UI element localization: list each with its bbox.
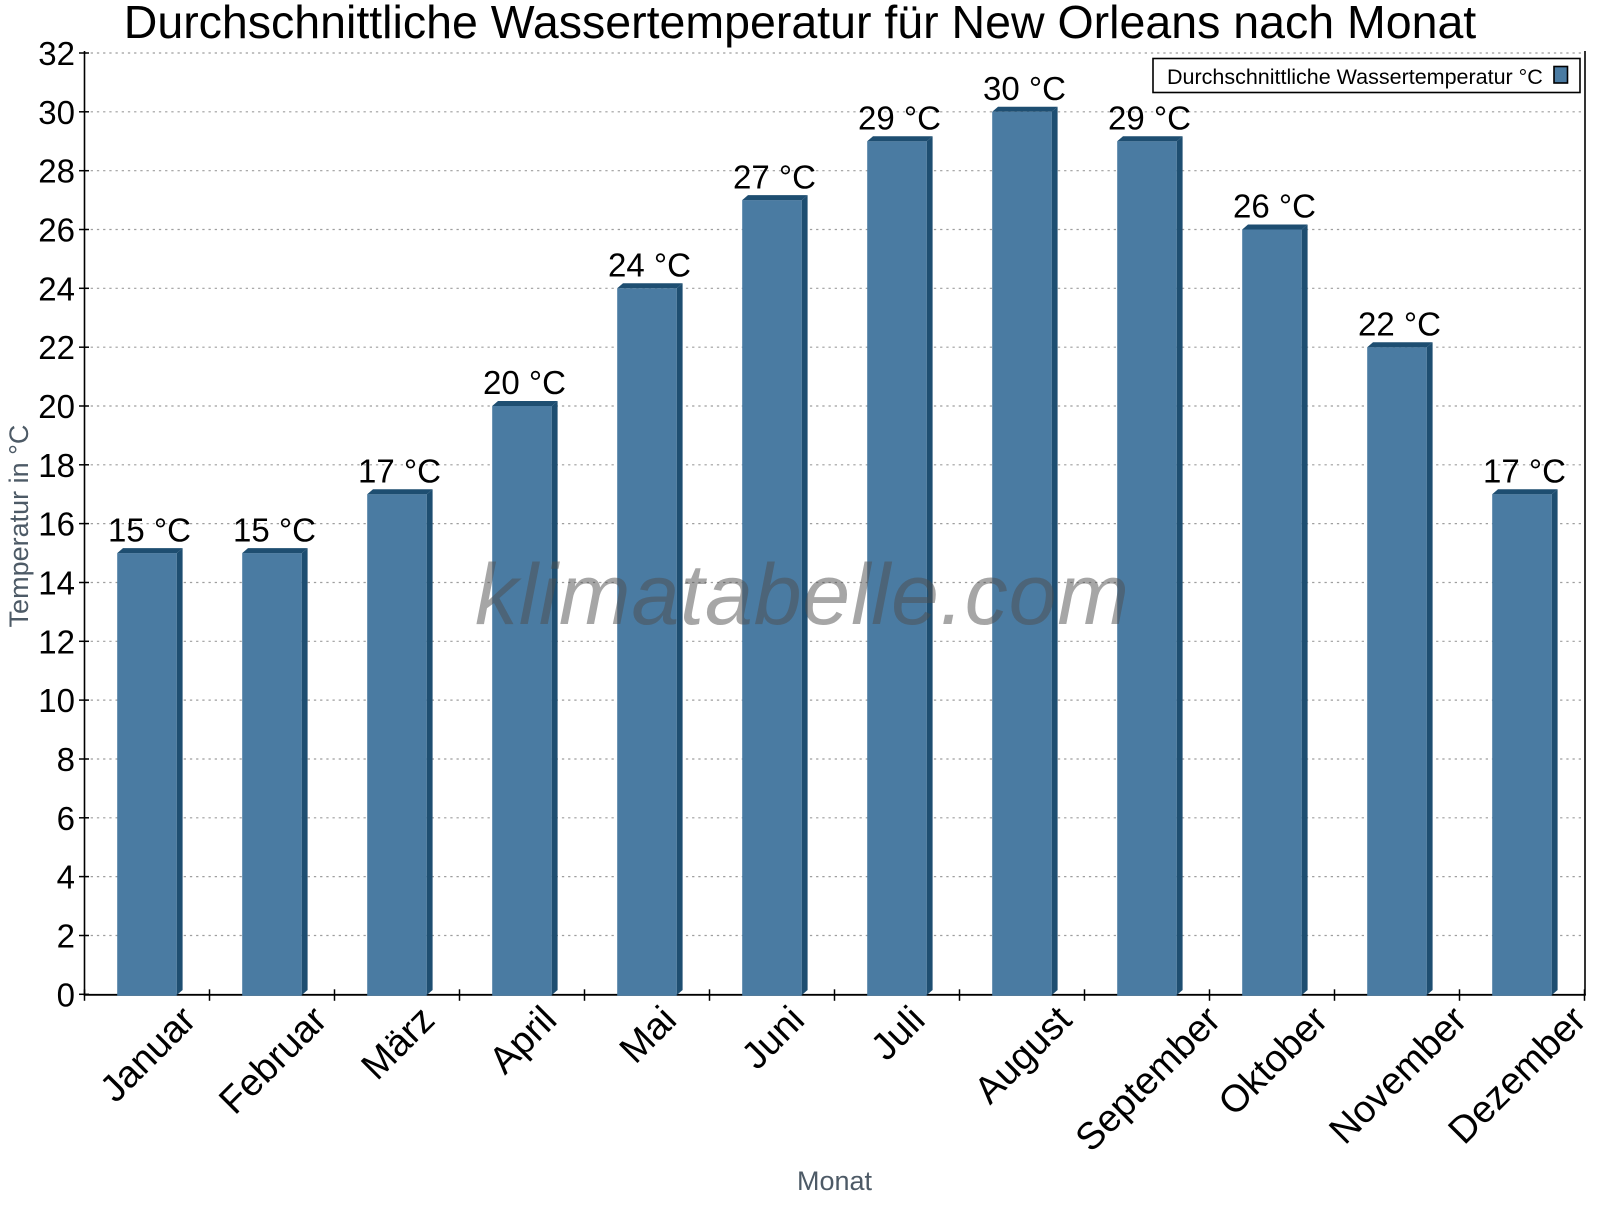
svg-text:29 °C: 29 °C — [1108, 99, 1191, 136]
svg-text:28: 28 — [38, 153, 75, 190]
svg-text:27 °C: 27 °C — [733, 158, 816, 195]
svg-text:klimatabelle.com: klimatabelle.com — [475, 547, 1130, 643]
svg-text:20 °C: 20 °C — [483, 364, 566, 401]
svg-text:30 °C: 30 °C — [983, 70, 1066, 107]
svg-text:30: 30 — [38, 94, 75, 131]
svg-text:20: 20 — [38, 388, 75, 425]
svg-text:Temperatur in °C: Temperatur in °C — [4, 425, 34, 628]
svg-text:0: 0 — [57, 976, 75, 1013]
svg-text:4: 4 — [57, 859, 75, 896]
svg-text:15 °C: 15 °C — [233, 511, 316, 548]
svg-text:17 °C: 17 °C — [1483, 452, 1566, 489]
svg-text:14: 14 — [38, 565, 75, 602]
svg-text:22 °C: 22 °C — [1358, 305, 1441, 342]
svg-text:32: 32 — [38, 35, 75, 72]
svg-text:16: 16 — [38, 506, 75, 543]
svg-text:26 °C: 26 °C — [1233, 188, 1316, 225]
svg-text:6: 6 — [57, 800, 75, 837]
svg-text:12: 12 — [38, 623, 75, 660]
svg-text:8: 8 — [57, 741, 75, 778]
svg-text:29 °C: 29 °C — [858, 99, 941, 136]
svg-text:10: 10 — [38, 682, 75, 719]
svg-text:22: 22 — [38, 329, 75, 366]
svg-text:24 °C: 24 °C — [608, 247, 691, 284]
svg-text:15 °C: 15 °C — [108, 511, 191, 548]
svg-text:Durchschnittliche Wassertemper: Durchschnittliche Wassertemperatur für N… — [124, 0, 1477, 48]
svg-text:26: 26 — [38, 212, 75, 249]
svg-text:2: 2 — [57, 918, 75, 955]
svg-text:Monat: Monat — [797, 1166, 873, 1196]
svg-text:17 °C: 17 °C — [358, 452, 441, 489]
svg-text:Durchschnittliche Wassertemper: Durchschnittliche Wassertemperatur °C — [1167, 65, 1543, 89]
svg-text:18: 18 — [38, 447, 75, 484]
svg-text:24: 24 — [38, 270, 75, 307]
